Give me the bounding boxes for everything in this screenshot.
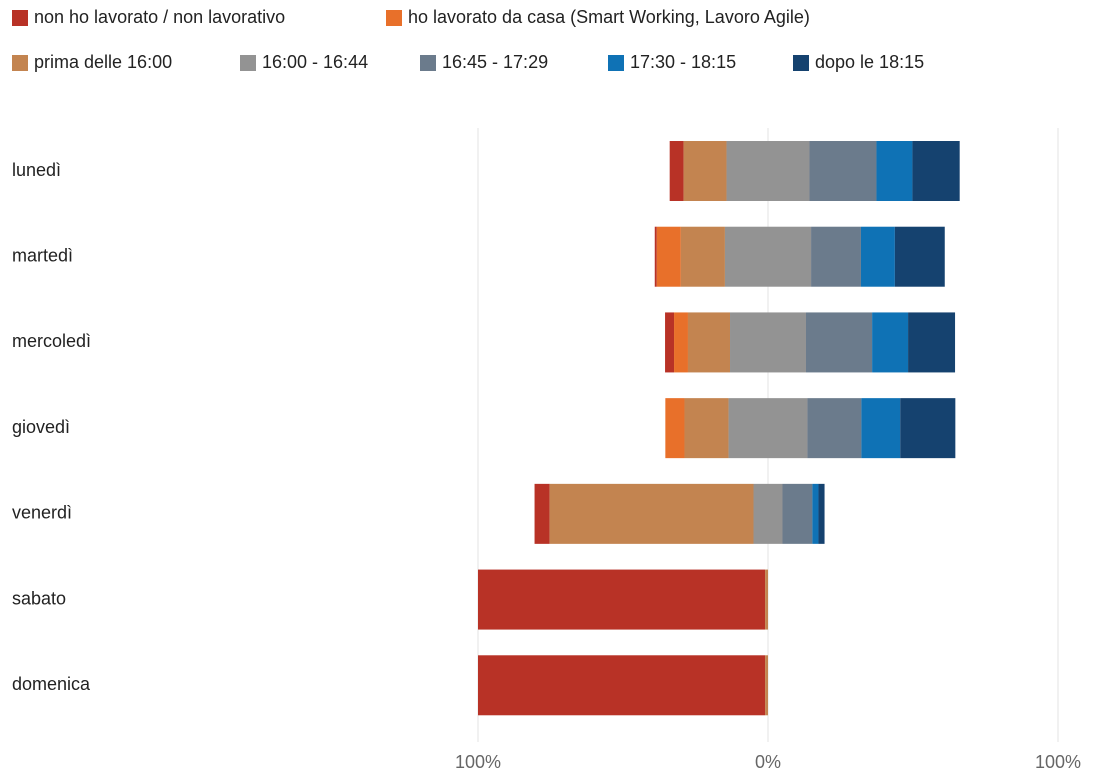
bar-segment bbox=[724, 226, 812, 287]
bar-segment bbox=[674, 312, 688, 373]
bar-segment bbox=[908, 312, 956, 373]
y-tick-label: venerdì bbox=[12, 503, 72, 523]
bar-segment bbox=[687, 312, 731, 373]
x-tick-label: 100% bbox=[455, 752, 501, 772]
y-tick-label: domenica bbox=[12, 674, 91, 694]
bar-segment bbox=[753, 483, 783, 544]
y-tick-label: martedì bbox=[12, 245, 73, 265]
legend-swatch bbox=[420, 55, 436, 71]
x-tick-label: 100% bbox=[1035, 752, 1081, 772]
legend-swatch bbox=[240, 55, 256, 71]
y-tick-label: sabato bbox=[12, 588, 66, 608]
legend-swatch bbox=[12, 55, 28, 71]
bar-segment bbox=[549, 483, 754, 544]
y-tick-label: giovedì bbox=[12, 417, 70, 437]
bar-segment bbox=[876, 141, 913, 201]
y-tick-label: mercoledì bbox=[12, 331, 91, 351]
bar-segment bbox=[478, 655, 766, 716]
bar-segment bbox=[812, 483, 819, 544]
bar-segment bbox=[684, 398, 729, 459]
bar-segment bbox=[683, 141, 727, 201]
bar-segment bbox=[872, 312, 909, 373]
bar-segment bbox=[861, 398, 901, 459]
legend-label: dopo le 18:15 bbox=[815, 52, 924, 72]
bar-segment bbox=[728, 398, 808, 459]
bar-segment bbox=[765, 655, 768, 716]
bar-segment bbox=[656, 226, 681, 287]
bar-segment bbox=[894, 226, 945, 287]
bar-segment bbox=[912, 141, 960, 201]
bar-segment bbox=[669, 141, 684, 201]
bar-segment bbox=[811, 226, 861, 287]
bar-segment bbox=[782, 483, 813, 544]
bar-segment bbox=[818, 483, 825, 544]
bar-segment bbox=[680, 226, 725, 287]
bar-segment bbox=[478, 569, 766, 630]
legend-label: 17:30 - 18:15 bbox=[630, 52, 736, 72]
bar-segment bbox=[807, 398, 862, 459]
bar-segment bbox=[654, 226, 657, 287]
bar-segment bbox=[805, 312, 873, 373]
bar-segment bbox=[809, 141, 877, 201]
bar-segment bbox=[860, 226, 895, 287]
legend-swatch bbox=[386, 10, 402, 26]
legend-label: 16:00 - 16:44 bbox=[262, 52, 368, 72]
bar-segment bbox=[665, 312, 675, 373]
bar-segment bbox=[534, 483, 550, 544]
bar-segment bbox=[665, 398, 685, 459]
y-tick-label: lunedì bbox=[12, 160, 61, 180]
bar-segment bbox=[726, 141, 810, 201]
legend-swatch bbox=[608, 55, 624, 71]
legend-swatch bbox=[12, 10, 28, 26]
legend-label: prima delle 16:00 bbox=[34, 52, 172, 72]
legend-swatch bbox=[793, 55, 809, 71]
bar-segment bbox=[900, 398, 956, 459]
legend-label: ho lavorato da casa (Smart Working, Lavo… bbox=[408, 7, 810, 27]
bar-segment bbox=[730, 312, 806, 373]
legend-label: non ho lavorato / non lavorativo bbox=[34, 7, 285, 27]
legend-label: 16:45 - 17:29 bbox=[442, 52, 548, 72]
bar-segment bbox=[765, 569, 768, 630]
x-tick-label: 0% bbox=[755, 752, 781, 772]
